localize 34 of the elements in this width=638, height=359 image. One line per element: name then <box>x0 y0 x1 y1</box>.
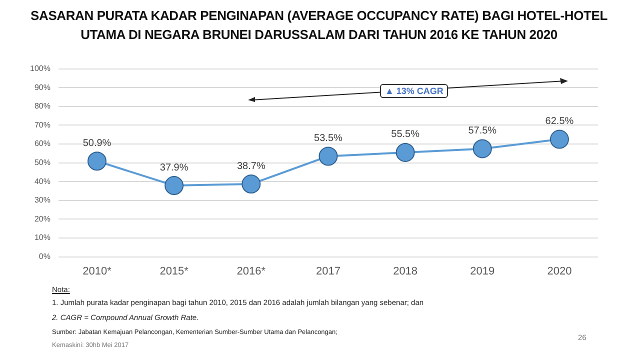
x-tick-label: 2010* <box>82 265 112 278</box>
data-label: 38.7% <box>236 160 266 172</box>
data-label: 53.5% <box>314 132 343 144</box>
point <box>396 142 415 162</box>
x-tick-label: 2015* <box>160 265 190 278</box>
y-tick-label: 50% <box>34 158 50 168</box>
x-tick-label: 2017 <box>316 265 340 278</box>
point <box>550 130 569 149</box>
y-tick-label: 30% <box>34 196 50 205</box>
data-label: 57.5% <box>468 125 497 136</box>
point <box>472 139 492 158</box>
y-tick-label: 100% <box>30 64 50 74</box>
y-tick-label: 90% <box>34 82 50 92</box>
point <box>88 152 106 171</box>
x-tick-label: 2016* <box>236 265 266 278</box>
y-tick-label: 10% <box>34 233 50 242</box>
y-tick-label: 80% <box>34 102 50 111</box>
x-tick-label: 2019 <box>470 265 495 278</box>
y-tick-label: 40% <box>34 176 50 186</box>
point <box>318 146 338 166</box>
y-tick-label: 70% <box>34 120 50 130</box>
point <box>242 174 261 194</box>
chart-title: SASARAN PURATA KADAR PENGINAPAN (AVERAGE OCCUPANCY RATE) BAGI HOTEL-HOTEL UTAMA DI NEGARA BRUNEI DARUSSALAM DARI TAHUN 2016 KE TAHUN 2020 <box>30 7 608 44</box>
x-tick-label: 2018 <box>393 265 418 278</box>
data-label: 37.9% <box>160 162 188 174</box>
x-tick-label: 2020 <box>547 265 572 278</box>
y-tick-label: 0% <box>38 252 50 262</box>
data-label: 55.5% <box>391 129 420 140</box>
y-tick-label: 20% <box>34 214 50 224</box>
y-tick-label: 60% <box>34 139 50 148</box>
data-label: 50.9% <box>82 138 112 149</box>
point <box>164 176 184 196</box>
annotation: ▲ 13% CAGR <box>380 84 448 98</box>
data-label: 62.5% <box>545 116 574 128</box>
